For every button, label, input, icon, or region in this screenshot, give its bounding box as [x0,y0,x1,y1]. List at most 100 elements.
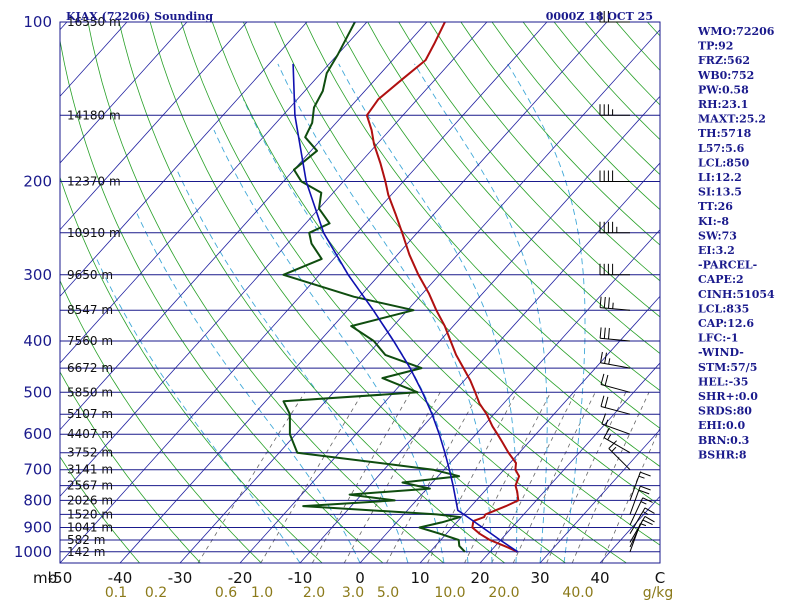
height-label: 5850 m [67,385,113,399]
mixing-ratio-line-1 [260,392,364,563]
dry-adiabat-110 [398,22,660,318]
mixing-ratio-line-3 [343,392,441,563]
mixing-ratio-line-10 [571,392,650,563]
height-label: 582 m [67,533,105,547]
index-item: SI:13.5 [698,186,742,199]
pressure-label: 200 [23,173,52,191]
moist-adiabat-0 [96,258,301,563]
index-item: SRDS:80 [698,405,752,418]
isotherm--10 [299,162,660,563]
dry-adiabat--20 [60,279,262,563]
index-item: LI:12.2 [698,171,742,184]
pressure-label: 300 [23,266,52,284]
pressure-label: 400 [23,332,52,350]
isotherm--60 [60,22,488,497]
index-item: -WIND- [698,346,744,359]
height-label: 2026 m [67,493,113,507]
index-item: PW:0.58 [698,83,749,96]
height-label: 9650 m [67,268,113,282]
index-item: -PARCEL- [698,259,757,272]
wind-barb [600,351,631,369]
plot-frame [59,21,661,564]
dry-adiabat-30 [149,22,566,563]
dry-adiabat-80 [305,22,660,429]
mixing-ratio-label: 40.0 [562,585,593,600]
height-label: 10910 m [67,226,121,240]
height-label: 1520 m [67,507,113,521]
index-item: LCL:850 [698,156,750,169]
sounding-time: 0000Z 18 OCT 25 [546,10,653,23]
dry-adiabat-120 [429,22,660,282]
temperature-unit-label: C [655,569,665,587]
mixing-ratio-line-0 [197,392,306,563]
pressure-label: 100 [23,13,52,31]
wind-barb [629,471,651,501]
mixing-ratio-label: 20.0 [488,585,519,600]
isotherm--20 [239,95,660,563]
background-grid [60,22,660,563]
wind-barb [629,485,651,515]
index-item: TH:5718 [698,127,752,140]
temperature-tick-label: 10 [410,569,429,587]
index-item: CAP:12.6 [698,317,754,330]
index-item: HEL:-35 [698,375,748,388]
moist-adiabat-6 [338,63,518,563]
index-item: SW:73 [698,229,737,242]
wind-barb [629,515,655,543]
index-item: TT:26 [698,200,733,213]
index-item: BSHR:8 [698,448,747,461]
isotherm--80 [60,22,368,364]
index-item: WMO:72206 [697,25,775,38]
dry-adiabat-100 [367,22,660,355]
wind-barb [629,497,653,526]
height-label: 4407 m [67,427,113,441]
index-item: BRN:0.3 [698,434,749,447]
index-item: MAXT:25.2 [698,113,766,126]
wind-barb [600,395,631,415]
height-label: 7560 m [67,334,113,348]
height-label: 1041 m [67,521,113,535]
height-label: 5107 m [67,407,113,421]
mixing-ratio-label: 0.6 [215,585,237,600]
wind-barbs [599,11,655,552]
wind-barb [600,373,631,393]
index-item: WB0:752 [697,69,754,82]
dewpoint-profile [282,22,466,553]
index-item: LFC:-1 [698,332,739,345]
isotherm-30 [539,429,660,563]
index-item: CINH:51054 [698,288,775,301]
mixing-ratio-label: 3.0 [342,585,364,600]
mixing-ratio-line-7 [491,392,576,563]
wind-barb [599,170,630,182]
wind-barb [599,11,630,23]
temperature-tick-label: -20 [228,569,253,587]
wind-barb [599,221,630,234]
pressure-label: 800 [23,491,52,509]
mixing-ratio-line-11 [601,427,660,563]
isotherm-20 [479,362,660,563]
station-title: KJAX (72206) Sounding [66,10,213,23]
index-item: L57:5.6 [698,142,745,155]
height-label: 14180 m [67,108,121,122]
dry-adiabat-90 [336,22,660,392]
dry-adiabat-10 [87,22,445,563]
moist-adiabat-1 [136,213,361,563]
mixing-ratio-line-8 [512,392,596,563]
isotherm--50 [60,22,548,563]
wind-barb [629,507,655,535]
height-label: 8547 m [67,303,113,317]
sounding-profiles [282,22,521,553]
mixing-ratio-label: 0.1 [105,585,127,600]
dry-adiabat-60 [243,22,660,506]
dry-adiabat-20 [118,22,505,563]
parcel-profile [292,63,519,553]
mixing-ratio-line-2 [311,392,412,563]
isotherm-10 [419,295,660,563]
index-item: SHR+:0.0 [698,390,758,403]
temperature-tick-label: 20 [470,569,489,587]
isotherm-0 [359,229,660,563]
moist-adiabat-2 [176,169,409,563]
height-label: 3141 m [67,463,113,477]
mixing-ratio-label: 2.0 [303,585,325,600]
